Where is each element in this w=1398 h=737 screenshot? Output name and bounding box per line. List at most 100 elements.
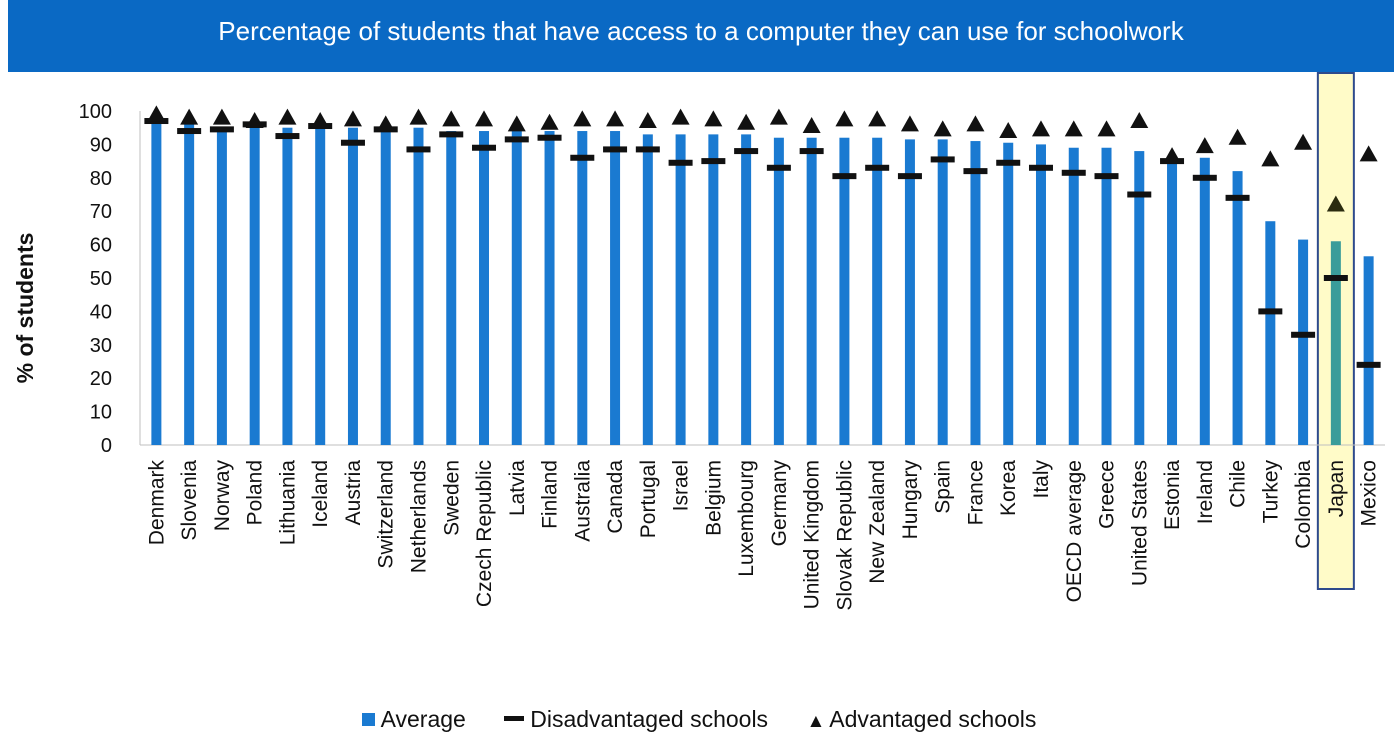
bar-average: [905, 139, 915, 445]
marker-disadvantaged: [1095, 173, 1119, 179]
marker-advantaged: [704, 110, 722, 126]
category-label: Italy: [1030, 460, 1053, 499]
marker-disadvantaged: [341, 140, 365, 146]
category-label: Lithuania: [276, 460, 299, 546]
category-label: Switzerland: [375, 460, 398, 569]
bar-average: [839, 138, 849, 445]
category-label: Australia: [571, 460, 594, 542]
marker-disadvantaged: [701, 158, 725, 164]
bar-average: [1036, 144, 1046, 445]
bar-average: [282, 128, 292, 445]
category-label: Belgium: [702, 460, 725, 536]
legend-label-advantaged: Advantaged schools: [829, 706, 1036, 732]
marker-advantaged: [1163, 147, 1181, 163]
category-label: Korea: [997, 460, 1020, 516]
marker-advantaged: [1360, 145, 1378, 161]
category-label: New Zealand: [866, 460, 889, 584]
marker-disadvantaged: [865, 165, 889, 171]
category-label: Austria: [342, 460, 365, 526]
category-label: Spain: [932, 460, 955, 514]
bar-average: [217, 128, 227, 445]
marker-disadvantaged: [472, 145, 496, 151]
bar-average: [1331, 241, 1341, 445]
marker-advantaged: [672, 109, 690, 125]
category-label: United States: [1128, 460, 1151, 586]
bar-average: [381, 128, 391, 445]
bar-average: [872, 138, 882, 445]
marker-advantaged: [344, 110, 362, 126]
bar-average: [1265, 221, 1275, 445]
marker-advantaged: [147, 105, 165, 121]
bar-average: [1200, 158, 1210, 445]
legend-item-advantaged: ▲ Advantaged schools: [806, 706, 1036, 733]
marker-advantaged: [1098, 120, 1116, 136]
bar-average: [610, 131, 620, 445]
marker-disadvantaged: [963, 168, 987, 174]
marker-advantaged: [966, 115, 984, 131]
category-label: Canada: [604, 460, 627, 534]
bar-average: [446, 131, 456, 445]
marker-disadvantaged: [1193, 175, 1217, 181]
marker-disadvantaged: [1357, 362, 1381, 368]
bar-average: [1233, 171, 1243, 445]
legend-label-average: Average: [381, 706, 466, 732]
marker-advantaged: [1294, 134, 1312, 150]
bar-average: [479, 131, 489, 445]
category-label: Finland: [539, 460, 562, 529]
marker-advantaged: [1065, 120, 1083, 136]
marker-advantaged: [573, 110, 591, 126]
y-tick-label: 40: [90, 301, 112, 323]
marker-advantaged: [999, 122, 1017, 138]
y-tick-label: 100: [79, 101, 112, 123]
bar-average: [348, 128, 358, 445]
marker-advantaged: [278, 109, 296, 125]
marker-advantaged: [1261, 150, 1279, 166]
bar-average: [577, 131, 587, 445]
marker-disadvantaged: [1291, 332, 1315, 338]
bar-average: [938, 139, 948, 445]
category-label: Iceland: [309, 460, 332, 528]
category-label: Sweden: [440, 460, 463, 536]
legend-bar-swatch: [362, 713, 375, 726]
bar-average: [1102, 148, 1112, 445]
marker-disadvantaged: [800, 148, 824, 154]
marker-disadvantaged: [832, 173, 856, 179]
marker-disadvantaged: [898, 173, 922, 179]
bar-average: [970, 141, 980, 445]
category-label: Germany: [768, 460, 791, 547]
y-tick-label: 70: [90, 201, 112, 223]
marker-disadvantaged: [636, 146, 660, 152]
marker-disadvantaged: [1029, 165, 1053, 171]
category-label: Colombia: [1292, 460, 1315, 549]
category-label: Luxembourg: [735, 460, 758, 577]
bar-average: [774, 138, 784, 445]
marker-advantaged: [409, 109, 427, 125]
category-label: Turkey: [1259, 460, 1282, 524]
marker-advantaged: [1229, 129, 1247, 145]
category-label: Greece: [1096, 460, 1119, 529]
category-label: Netherlands: [407, 460, 430, 573]
bar-average: [676, 134, 686, 445]
marker-disadvantaged: [603, 146, 627, 152]
marker-advantaged: [246, 112, 264, 128]
triangle-icon: ▲: [806, 711, 825, 733]
marker-advantaged: [639, 112, 657, 128]
marker-advantaged: [1196, 137, 1214, 153]
marker-disadvantaged: [996, 160, 1020, 166]
y-tick-label: 90: [90, 134, 112, 156]
bar-average: [184, 124, 194, 445]
marker-advantaged: [901, 115, 919, 131]
y-tick-label: 0: [101, 435, 112, 457]
marker-disadvantaged: [1324, 275, 1348, 281]
bar-average: [741, 134, 751, 445]
legend-dash-swatch: [504, 716, 524, 721]
category-label: Norway: [211, 460, 234, 532]
marker-advantaged: [770, 109, 788, 125]
marker-advantaged: [803, 117, 821, 133]
category-label: Hungary: [899, 460, 922, 540]
category-label: Slovak Republic: [833, 460, 856, 611]
category-label: Poland: [244, 460, 267, 525]
marker-disadvantaged: [177, 128, 201, 134]
y-tick-label: 80: [90, 168, 112, 190]
